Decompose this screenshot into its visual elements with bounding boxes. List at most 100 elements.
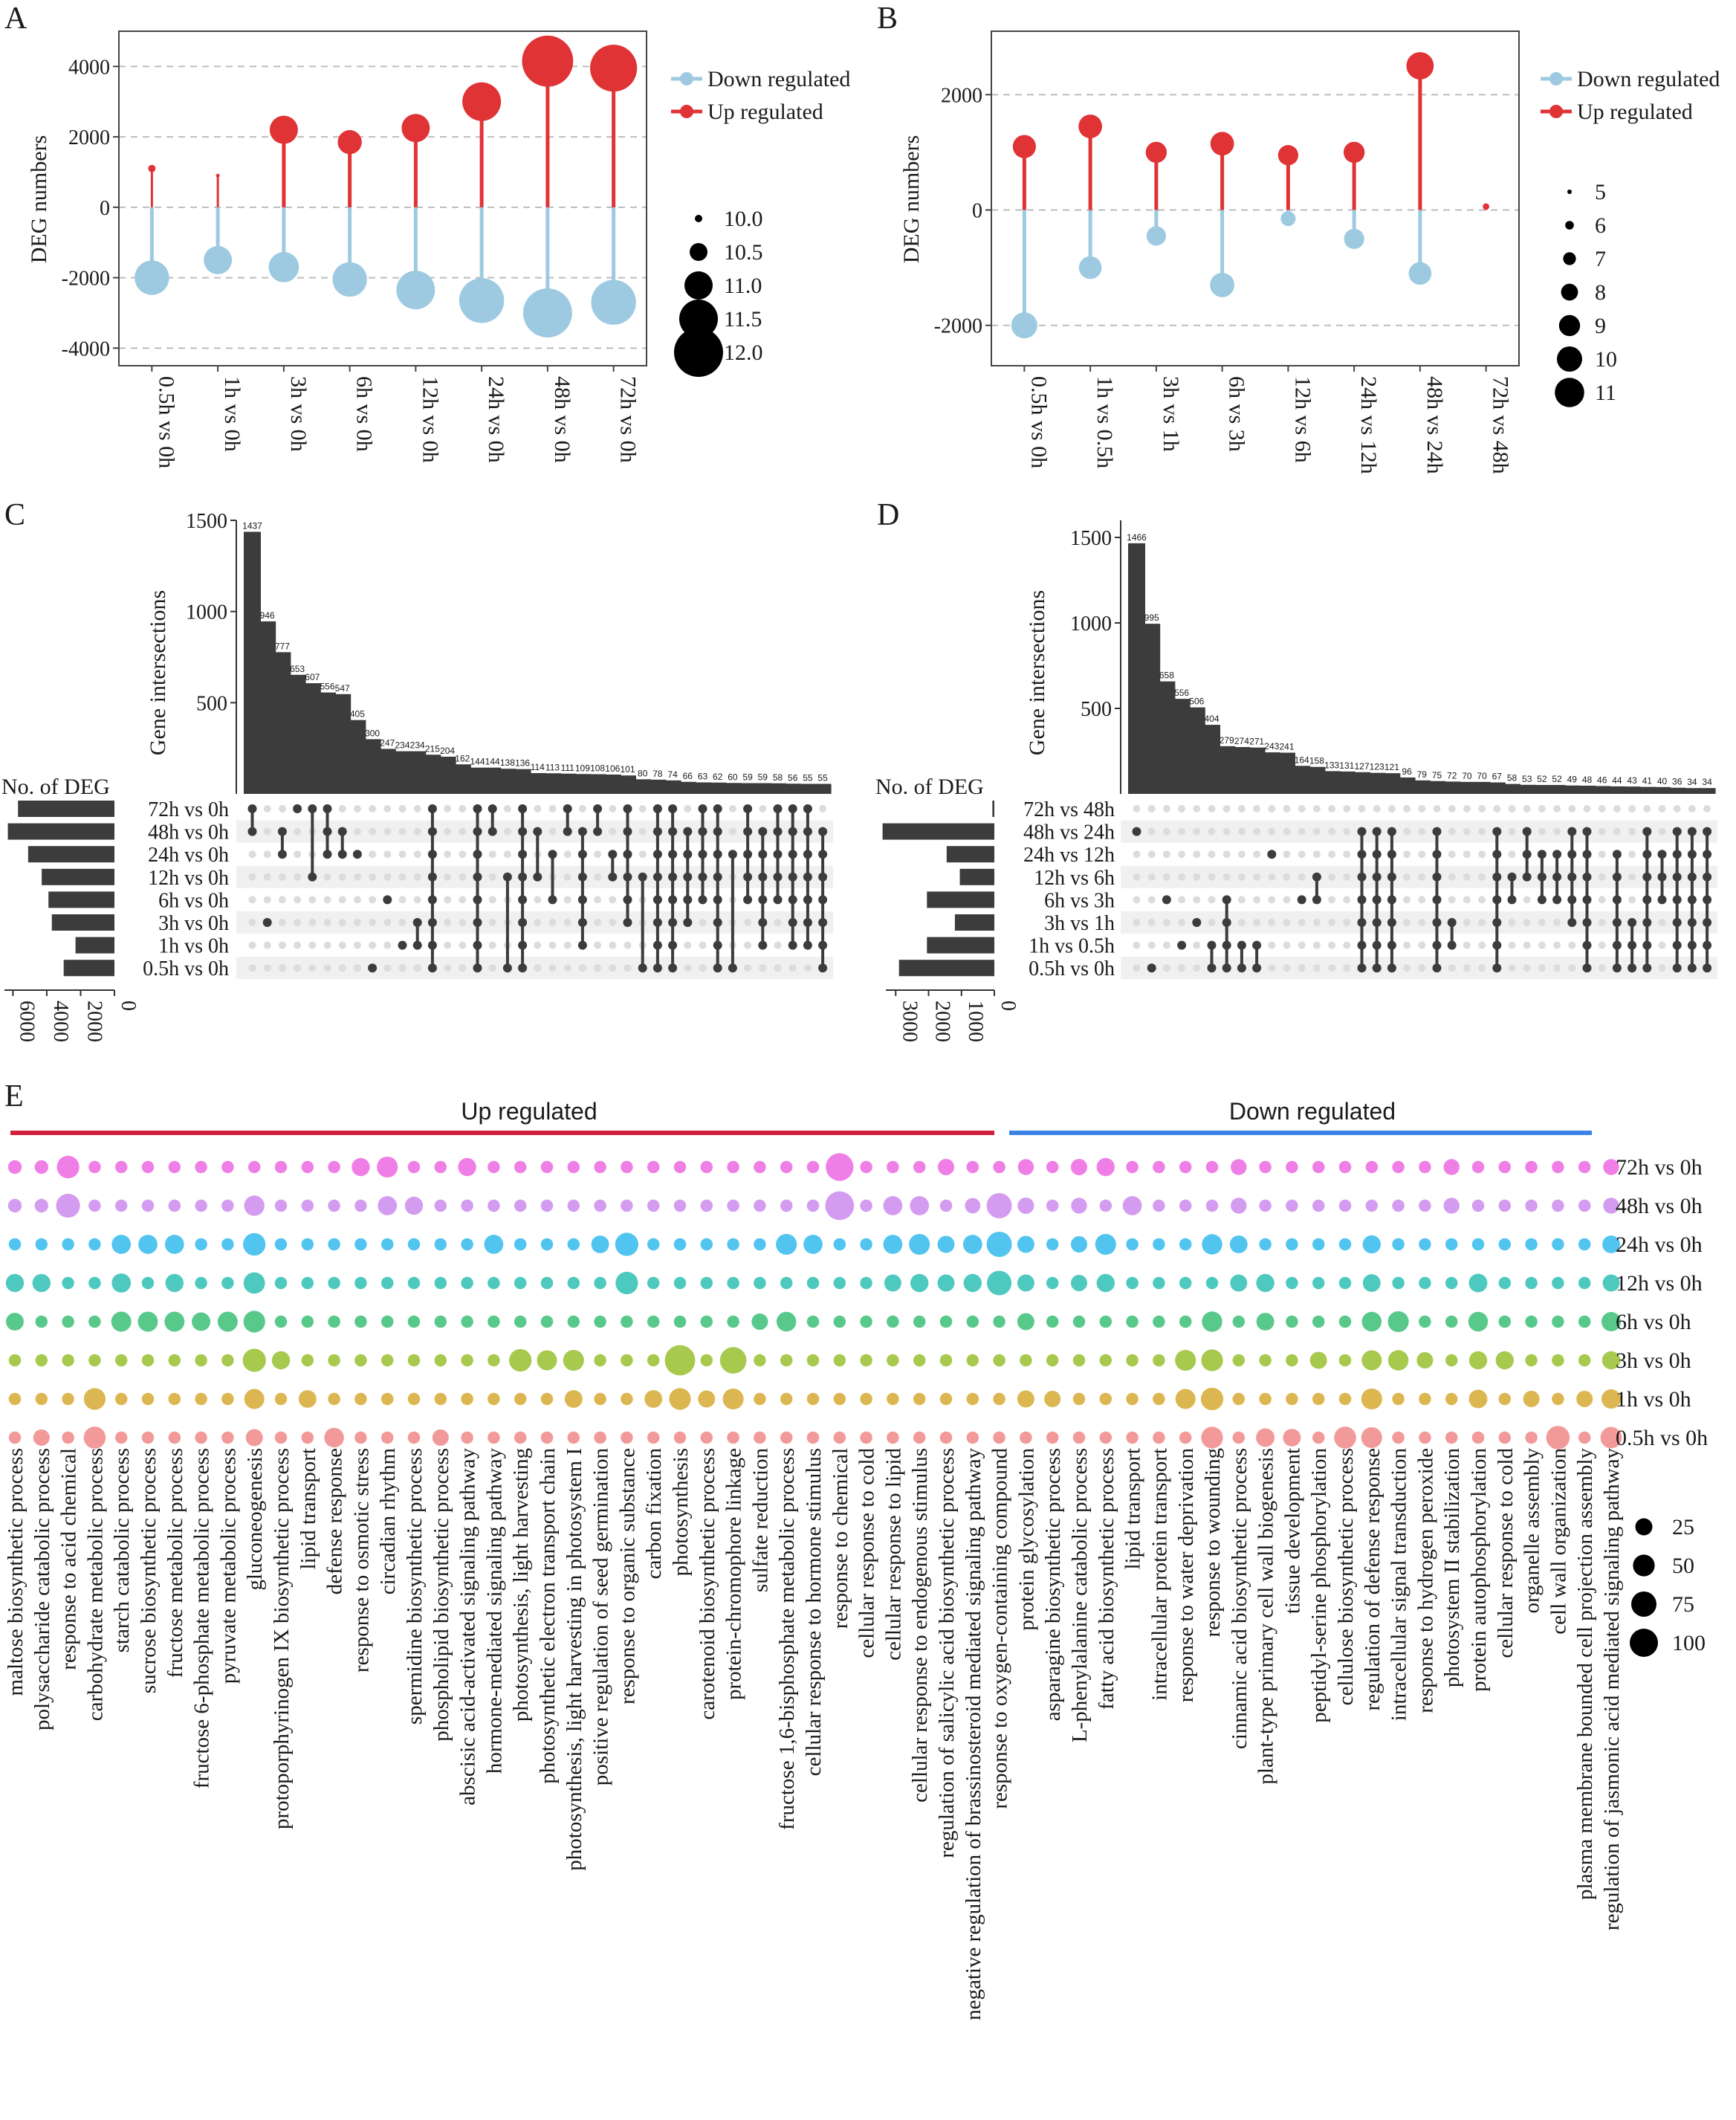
matrix-dot-empty [1478,919,1486,926]
intersection-bar [1428,781,1445,794]
matrix-dot-empty [1253,805,1261,812]
matrix-dot-empty [594,896,602,904]
matrix-dot-empty [1178,850,1186,859]
intersection-bar [438,756,456,794]
x-tick-label: 0.5h vs 0h [154,376,178,468]
go-dot [806,1199,820,1212]
go-dot [647,1315,660,1328]
matrix-dot-filled [1237,963,1246,973]
go-term-label: photosystem II stabilization [1440,1448,1464,1688]
matrix-dot-empty [263,827,271,836]
down-point [1210,272,1235,297]
matrix-dot-filled [427,963,437,973]
matrix-dot-empty [1658,827,1666,836]
matrix-dot-filled [1642,895,1652,905]
matrix-dot-empty [624,964,632,972]
matrix-dot-filled [323,804,332,813]
size-legend-label: 11 [1595,381,1616,405]
size-legend-dot [1558,314,1581,337]
set-label: 24h vs 12h [1023,844,1115,867]
go-dot [111,1273,132,1293]
intersection-bar-label: 164 [1295,754,1309,765]
matrix-dot-empty [1283,805,1291,812]
go-dot [806,1392,820,1406]
matrix-dot-empty [534,941,542,949]
matrix-dot-empty [548,805,557,812]
matrix-dot-filled [473,918,482,927]
matrix-dot-empty [413,805,421,812]
matrix-dot-filled [1222,918,1231,927]
matrix-dot-empty [263,805,271,812]
go-dot [966,1160,979,1174]
go-dot [1362,1235,1382,1254]
intersection-bar-label: 556 [320,682,334,692]
matrix-dot-filled [1387,850,1396,859]
go-dot [1231,1198,1247,1214]
matrix-dot-empty [1523,896,1531,904]
go-term-label: hormone-mediated signaling pathway [482,1448,506,1774]
go-dot [407,1354,421,1367]
size-legend-label: 10.5 [724,240,763,265]
panel-c-set-size-bars: 6000 4000 2000 0 [4,801,140,1042]
size-legend-dot [1555,378,1584,407]
go-dot [780,1392,793,1406]
intersection-bar-label: 55 [817,773,828,783]
matrix-dot-filled [758,895,768,905]
go-dot [966,1392,979,1406]
matrix-dot-empty [444,964,452,972]
up-point [462,82,502,121]
intersection-bar-label: 111 [561,763,575,773]
go-dot [354,1199,367,1212]
go-dot [380,1354,394,1367]
matrix-dot-empty [444,873,452,881]
matrix-dot-filled [1522,872,1532,882]
matrix-dot-empty [278,941,286,949]
go-dot [647,1431,660,1444]
intersection-bar [1293,766,1311,794]
go-dot [1231,1159,1247,1175]
matrix-dot-filled [1628,940,1637,950]
set-size-tick-label: 0 [997,1001,1020,1011]
up-point [1012,135,1036,158]
matrix-dot-filled [1132,827,1141,836]
matrix-dot-empty [383,873,392,881]
matrix-dot-filled [427,872,437,882]
matrix-dot-empty [1418,896,1426,904]
down-point [1078,256,1102,279]
go-term-label: protein-chromophore linkage [722,1448,746,1700]
go-dot [221,1238,234,1251]
y-tick-label: 2000 [941,84,982,107]
matrix-dot-filled [1222,940,1231,950]
intersection-bar-label: 547 [335,683,350,694]
go-dot [1200,1387,1224,1411]
go-dot [1334,1426,1356,1449]
down-point [1011,312,1037,339]
matrix-dot-filled [502,963,512,973]
go-dot [883,1235,903,1254]
go-dot [62,1354,74,1367]
go-term-label: regulation of jasmonic acid mediated sig… [1600,1448,1624,1931]
go-dot [780,1431,793,1444]
go-dot [301,1354,314,1367]
matrix-dot-empty [1403,964,1411,972]
go-dot [434,1276,447,1290]
intersection-bar [1128,543,1145,794]
go-dot [673,1431,687,1444]
go-dot [1201,1349,1223,1371]
matrix-dot-empty [1613,805,1621,812]
go-dot [860,1315,872,1328]
go-dot [354,1276,367,1290]
go-dot [1495,1351,1515,1370]
go-dot [700,1199,713,1212]
matrix-dot-empty [444,827,452,836]
matrix-dot-filled [1672,827,1682,836]
go-dot [62,1315,74,1328]
go-dot [1578,1160,1591,1174]
matrix-dot-empty [338,941,346,949]
matrix-dot-empty [638,805,647,812]
panel-e-dots [5,1153,1622,1450]
go-dot [195,1238,207,1251]
go-dot [141,1276,155,1290]
matrix-dot-filled [1492,895,1502,905]
